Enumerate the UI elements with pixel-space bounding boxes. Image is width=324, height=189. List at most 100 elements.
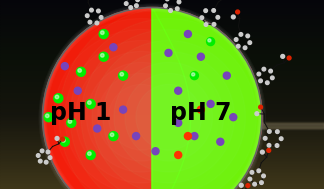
Bar: [0, 181, 324, 183]
Bar: [253, 119, 324, 124]
Circle shape: [62, 139, 65, 142]
Bar: [0, 129, 324, 131]
Bar: [0, 172, 324, 173]
Circle shape: [97, 9, 100, 13]
Circle shape: [119, 71, 128, 80]
Bar: [0, 143, 324, 145]
Bar: [0, 61, 324, 63]
Circle shape: [177, 0, 181, 4]
Bar: [253, 138, 324, 143]
Circle shape: [176, 7, 179, 11]
Bar: [0, 11, 324, 13]
Bar: [0, 2, 324, 3]
Bar: [253, 136, 324, 141]
Bar: [253, 135, 324, 139]
Circle shape: [239, 33, 243, 36]
Circle shape: [40, 149, 44, 153]
Bar: [0, 161, 324, 162]
Bar: [0, 128, 324, 129]
Text: pH 7: pH 7: [170, 101, 232, 125]
Circle shape: [164, 4, 167, 8]
Circle shape: [204, 9, 207, 12]
Circle shape: [110, 44, 117, 51]
Bar: [0, 55, 324, 57]
Bar: [0, 175, 324, 176]
Circle shape: [197, 53, 204, 60]
Bar: [253, 129, 324, 134]
Bar: [253, 139, 324, 144]
Bar: [253, 116, 324, 121]
Bar: [0, 136, 324, 137]
Circle shape: [48, 156, 52, 159]
Circle shape: [250, 170, 254, 174]
Circle shape: [78, 69, 81, 72]
Bar: [253, 132, 324, 137]
Circle shape: [207, 38, 214, 46]
Circle shape: [259, 79, 262, 83]
Circle shape: [44, 160, 48, 164]
Circle shape: [76, 67, 86, 76]
Circle shape: [55, 95, 59, 99]
Bar: [0, 80, 324, 82]
Circle shape: [165, 49, 172, 57]
Bar: [0, 153, 324, 154]
Bar: [0, 0, 324, 2]
Bar: [0, 72, 324, 74]
Bar: [0, 24, 324, 25]
Bar: [0, 184, 324, 186]
Circle shape: [243, 46, 247, 50]
Bar: [0, 3, 324, 5]
Circle shape: [262, 67, 266, 71]
Bar: [0, 60, 324, 61]
Bar: [0, 131, 324, 132]
Circle shape: [175, 119, 182, 126]
Circle shape: [68, 120, 72, 123]
Bar: [253, 125, 324, 130]
Circle shape: [246, 34, 249, 38]
Bar: [0, 96, 324, 98]
Circle shape: [268, 130, 271, 133]
Bar: [0, 32, 324, 33]
Circle shape: [43, 8, 262, 189]
Bar: [0, 22, 324, 24]
Circle shape: [281, 54, 284, 58]
Bar: [0, 110, 324, 112]
Bar: [0, 186, 324, 187]
Bar: [253, 127, 324, 132]
Bar: [0, 139, 324, 140]
Bar: [0, 146, 324, 148]
Circle shape: [88, 20, 92, 24]
Circle shape: [279, 137, 283, 140]
Circle shape: [269, 69, 272, 73]
Circle shape: [287, 56, 291, 60]
Circle shape: [239, 183, 243, 187]
Bar: [0, 5, 324, 6]
Circle shape: [129, 6, 133, 9]
Bar: [0, 8, 324, 9]
Bar: [0, 112, 324, 113]
Circle shape: [212, 9, 215, 12]
Bar: [253, 141, 324, 146]
Bar: [0, 30, 324, 32]
Bar: [0, 43, 324, 44]
Circle shape: [55, 136, 59, 140]
Circle shape: [275, 130, 279, 133]
Bar: [0, 113, 324, 115]
Circle shape: [67, 118, 76, 127]
Circle shape: [134, 4, 138, 7]
Circle shape: [257, 169, 260, 173]
Bar: [0, 165, 324, 167]
Bar: [0, 159, 324, 161]
Bar: [0, 88, 324, 90]
Circle shape: [152, 148, 159, 155]
Bar: [0, 25, 324, 27]
Bar: [0, 57, 324, 58]
Circle shape: [246, 184, 250, 187]
Circle shape: [46, 150, 50, 154]
Circle shape: [208, 39, 211, 42]
Circle shape: [200, 16, 203, 19]
Circle shape: [216, 15, 220, 19]
Circle shape: [231, 15, 235, 19]
Bar: [0, 142, 324, 143]
Bar: [0, 124, 324, 126]
